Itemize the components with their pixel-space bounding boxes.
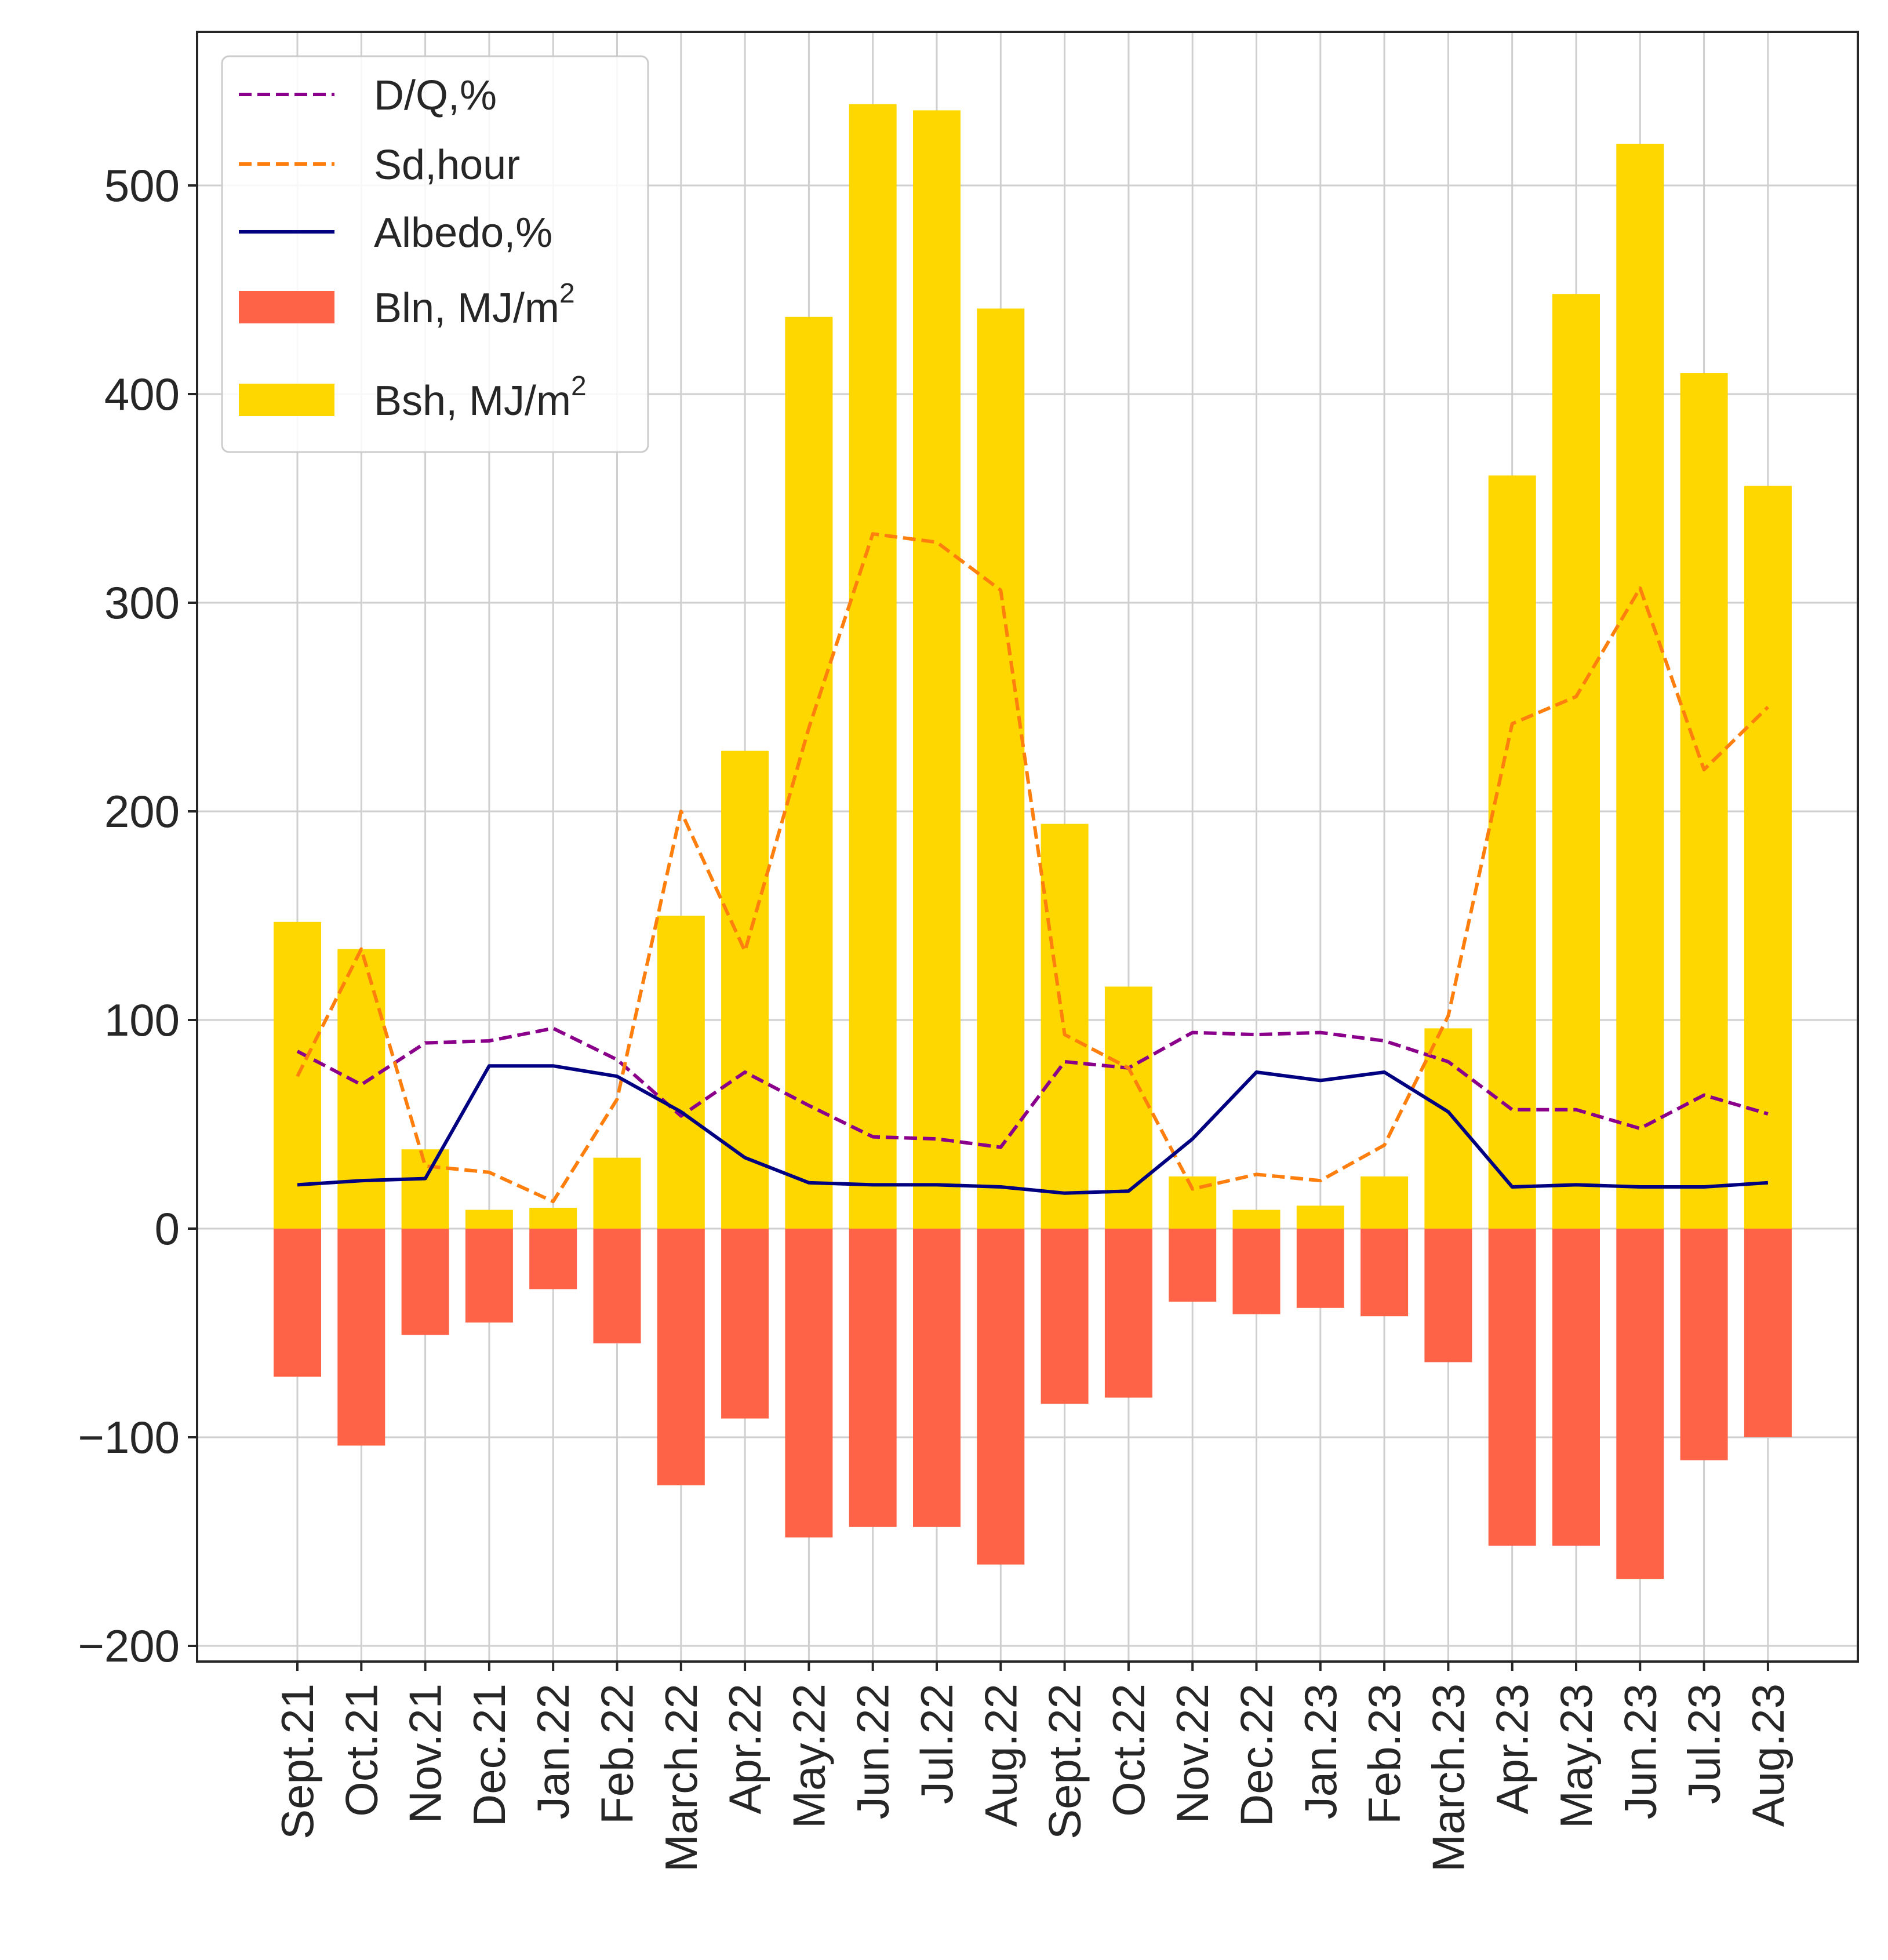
legend-swatch bbox=[239, 384, 334, 416]
x-tick-label: May.22 bbox=[783, 1684, 834, 1828]
bar-bsh[interactable] bbox=[1680, 373, 1728, 1229]
y-tick-label: −100 bbox=[78, 1412, 180, 1463]
y-axis: −200 −100 0 100 200 300 400 500 bbox=[78, 160, 197, 1671]
x-tick-label: Apr.23 bbox=[1487, 1684, 1538, 1815]
bar-bln[interactable] bbox=[785, 1229, 833, 1538]
legend-frame bbox=[221, 55, 649, 453]
bar-bln[interactable] bbox=[1104, 1229, 1152, 1398]
x-tick-label: March.22 bbox=[656, 1684, 707, 1872]
bar-bsh[interactable] bbox=[337, 949, 385, 1229]
bar-bln[interactable] bbox=[1552, 1229, 1600, 1546]
y-tick-label: 500 bbox=[104, 160, 180, 211]
x-tick-label: Sept.22 bbox=[1039, 1684, 1090, 1839]
bar-bln[interactable] bbox=[1424, 1229, 1472, 1362]
bar-bsh[interactable] bbox=[1041, 824, 1089, 1229]
bar-bsh[interactable] bbox=[529, 1208, 577, 1229]
x-tick-label: Nov.22 bbox=[1167, 1684, 1218, 1823]
x-tick-label: Jun.22 bbox=[847, 1684, 898, 1819]
bar-bln[interactable] bbox=[593, 1229, 641, 1343]
x-tick-label: Oct.21 bbox=[336, 1684, 387, 1817]
x-tick-label: Apr.22 bbox=[719, 1684, 770, 1815]
bar-bsh[interactable] bbox=[1744, 486, 1792, 1229]
series-lines bbox=[296, 532, 1769, 1204]
x-tick-label: Jun.23 bbox=[1614, 1684, 1665, 1819]
bar-bsh[interactable] bbox=[593, 1157, 641, 1229]
x-tick-label: Jul.22 bbox=[911, 1684, 962, 1804]
bar-bln[interactable] bbox=[1680, 1229, 1728, 1460]
bar-bsh[interactable] bbox=[1360, 1176, 1409, 1229]
bar-bln[interactable] bbox=[1296, 1229, 1344, 1308]
x-tick-label: Aug.23 bbox=[1743, 1684, 1794, 1827]
legend-label: Bln, MJ/m2 bbox=[374, 278, 575, 331]
x-tick-label: Nov.21 bbox=[400, 1684, 451, 1823]
legend-label: Bsh, MJ/m2 bbox=[374, 371, 587, 424]
series-line-albedo[interactable] bbox=[297, 1064, 1769, 1195]
bar-bln[interactable] bbox=[913, 1229, 961, 1527]
x-tick-label: March.23 bbox=[1423, 1684, 1474, 1872]
y-tick-label: 400 bbox=[104, 369, 180, 420]
y-tick-label: 0 bbox=[155, 1203, 180, 1254]
bar-bsh[interactable] bbox=[1104, 986, 1152, 1229]
bar-bln[interactable] bbox=[977, 1229, 1025, 1565]
x-axis: Sept.21 Oct.21 Nov.21 Dec.21 Jan.22 Feb.22 Mar… bbox=[272, 1662, 1794, 1872]
bar-bln[interactable] bbox=[1232, 1229, 1281, 1314]
bar-bln[interactable] bbox=[529, 1229, 577, 1289]
legend-swatch bbox=[239, 291, 334, 323]
y-tick-label: −200 bbox=[78, 1620, 180, 1671]
x-tick-label: Jan.22 bbox=[528, 1684, 579, 1819]
bar-bln[interactable] bbox=[1360, 1229, 1409, 1317]
bar-bsh[interactable] bbox=[1488, 475, 1536, 1229]
bar-bln[interactable] bbox=[849, 1229, 897, 1527]
bar-bln[interactable] bbox=[1488, 1229, 1536, 1546]
x-tick-label: Aug.22 bbox=[975, 1684, 1026, 1827]
bar-bln[interactable] bbox=[401, 1229, 449, 1335]
y-tick-label: 200 bbox=[104, 786, 180, 837]
bar-bln[interactable] bbox=[465, 1229, 513, 1323]
bar-bln[interactable] bbox=[1041, 1229, 1089, 1404]
bar-bln[interactable] bbox=[274, 1229, 321, 1377]
bar-bsh[interactable] bbox=[849, 104, 897, 1229]
x-tick-label: Oct.22 bbox=[1103, 1684, 1154, 1817]
bar-bsh[interactable] bbox=[1552, 294, 1600, 1229]
bar-bln[interactable] bbox=[721, 1229, 769, 1419]
legend[interactable]: D/Q,% Sd,hour Albedo,% Bln, MJ/m2 Bsh, MJ/m2 bbox=[221, 55, 649, 453]
x-tick-label: Dec.22 bbox=[1231, 1684, 1282, 1827]
bar-bsh[interactable] bbox=[913, 110, 961, 1229]
bar-bln[interactable] bbox=[337, 1229, 385, 1446]
bar-bsh[interactable] bbox=[1424, 1028, 1472, 1229]
bar-bsh[interactable] bbox=[1616, 144, 1664, 1229]
x-tick-label: Jul.23 bbox=[1679, 1684, 1730, 1804]
bar-bsh[interactable] bbox=[785, 316, 833, 1229]
legend-label: Albedo,% bbox=[374, 210, 552, 256]
series-line-sdhour[interactable] bbox=[296, 532, 1769, 1204]
y-tick-label: 300 bbox=[104, 577, 180, 628]
bar-bsh[interactable] bbox=[1296, 1205, 1344, 1229]
plot-frame bbox=[196, 31, 1859, 1663]
series-line-dq[interactable] bbox=[296, 1026, 1769, 1149]
x-tick-label: May.23 bbox=[1551, 1684, 1602, 1828]
x-tick-label: Jan.23 bbox=[1295, 1684, 1346, 1819]
x-tick-label: Dec.21 bbox=[464, 1684, 515, 1827]
bar-bsh[interactable] bbox=[1232, 1209, 1281, 1229]
bar-bsh[interactable] bbox=[977, 308, 1025, 1229]
bar-bln[interactable] bbox=[1744, 1229, 1792, 1437]
bar-bln[interactable] bbox=[1616, 1229, 1664, 1579]
bar-bln[interactable] bbox=[657, 1229, 705, 1485]
x-tick-label: Feb.22 bbox=[592, 1684, 643, 1824]
legend-label: Sd,hour bbox=[374, 142, 520, 188]
y-tick-label: 100 bbox=[104, 994, 180, 1045]
x-tick-label: Feb.23 bbox=[1359, 1684, 1410, 1824]
bars bbox=[274, 104, 1792, 1579]
bar-bsh[interactable] bbox=[465, 1209, 513, 1229]
bar-bsh[interactable] bbox=[721, 751, 769, 1229]
bar-bsh[interactable] bbox=[657, 916, 705, 1229]
bar-bln[interactable] bbox=[1169, 1229, 1217, 1302]
x-tick-label: Sept.21 bbox=[272, 1684, 323, 1839]
legend-label: D/Q,% bbox=[374, 72, 497, 119]
bar-bsh[interactable] bbox=[401, 1149, 449, 1229]
